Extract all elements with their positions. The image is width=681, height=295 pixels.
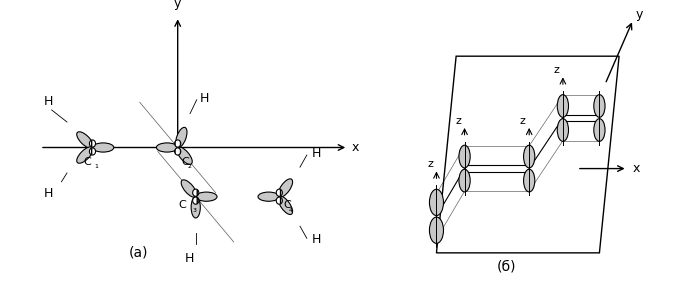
Ellipse shape	[524, 145, 535, 168]
Ellipse shape	[459, 169, 470, 192]
Text: x: x	[633, 162, 641, 175]
Ellipse shape	[177, 147, 192, 164]
Text: (a): (a)	[129, 245, 148, 259]
Text: H: H	[312, 233, 321, 246]
Ellipse shape	[176, 127, 187, 148]
Text: H: H	[185, 253, 194, 266]
Text: z: z	[427, 159, 433, 169]
Text: ₁: ₁	[94, 160, 98, 170]
Text: ₂: ₂	[187, 160, 191, 170]
Text: ₄: ₄	[289, 204, 293, 214]
Text: H: H	[200, 92, 209, 105]
Text: H: H	[44, 95, 53, 108]
Text: z: z	[520, 116, 526, 126]
Ellipse shape	[157, 143, 178, 152]
Ellipse shape	[594, 95, 605, 117]
Ellipse shape	[258, 192, 279, 201]
Ellipse shape	[524, 169, 535, 192]
Ellipse shape	[557, 119, 569, 141]
Text: z: z	[554, 65, 560, 75]
Ellipse shape	[459, 145, 470, 168]
Text: C: C	[182, 157, 189, 167]
Text: H: H	[44, 187, 53, 200]
Ellipse shape	[594, 119, 605, 141]
Ellipse shape	[191, 197, 200, 218]
Ellipse shape	[557, 95, 569, 117]
Ellipse shape	[279, 196, 293, 214]
Text: x: x	[351, 141, 359, 154]
Ellipse shape	[195, 192, 217, 201]
Text: C: C	[179, 200, 187, 210]
Ellipse shape	[181, 180, 197, 197]
Ellipse shape	[193, 189, 199, 196]
Ellipse shape	[279, 179, 293, 197]
Ellipse shape	[276, 197, 283, 204]
Ellipse shape	[77, 132, 93, 148]
Text: C: C	[83, 157, 91, 167]
Ellipse shape	[276, 189, 283, 196]
Text: ₃: ₃	[193, 204, 196, 214]
Text: y: y	[636, 8, 644, 21]
Ellipse shape	[89, 148, 95, 155]
Text: C: C	[283, 200, 291, 210]
Text: (б): (б)	[497, 260, 516, 274]
Ellipse shape	[430, 189, 443, 216]
Ellipse shape	[193, 197, 199, 204]
Ellipse shape	[174, 148, 180, 155]
Ellipse shape	[430, 217, 443, 243]
Ellipse shape	[89, 140, 95, 147]
Text: z: z	[456, 116, 461, 126]
Ellipse shape	[174, 140, 180, 147]
Ellipse shape	[77, 147, 93, 163]
Text: H: H	[312, 147, 321, 160]
Ellipse shape	[93, 143, 114, 152]
Text: y: y	[174, 0, 181, 10]
